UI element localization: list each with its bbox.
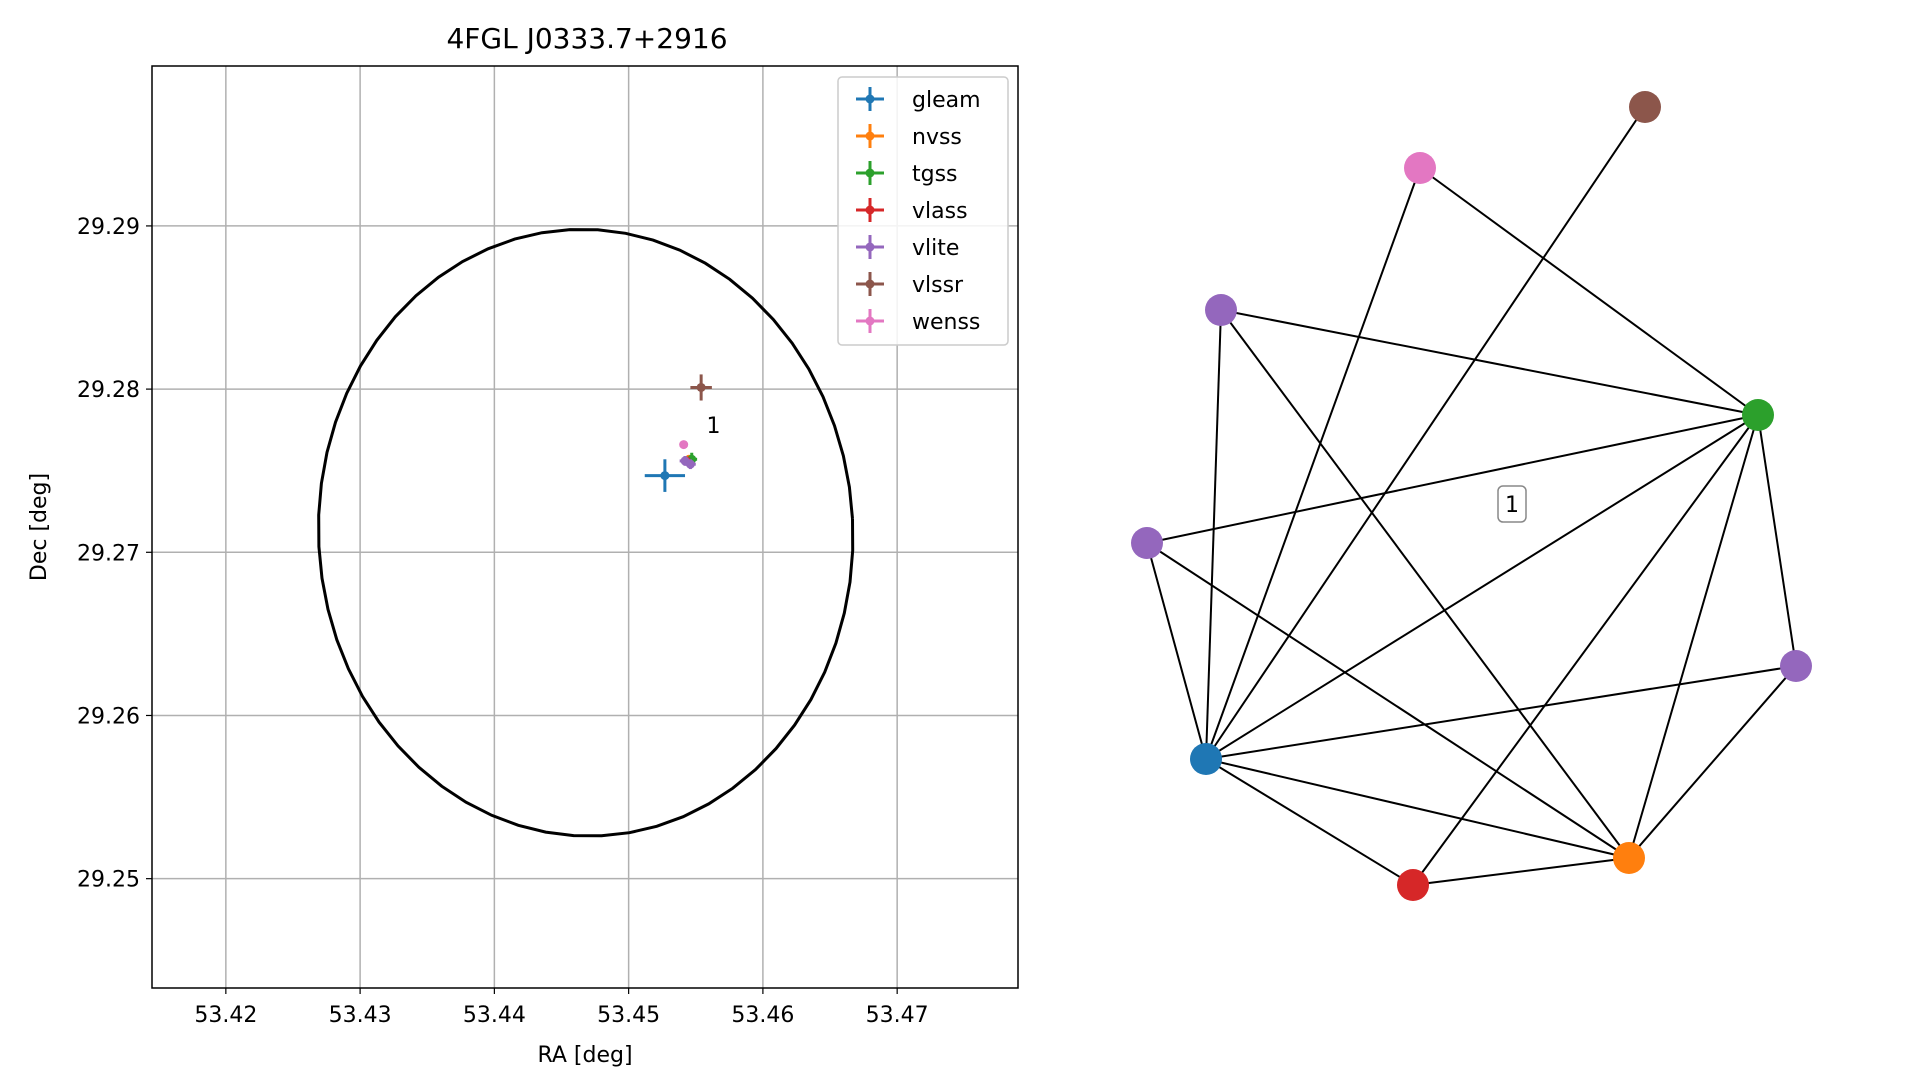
network-nodes [1131, 91, 1812, 901]
legend-label: vlass [912, 199, 968, 224]
data-point-vlssr [690, 374, 712, 401]
y-tick-label: 29.26 [77, 704, 140, 729]
legend-marker [865, 94, 875, 104]
network-edge [1146, 542, 1630, 859]
network-panel: 1 [1131, 91, 1812, 901]
legend-label: vlite [912, 236, 959, 261]
network-node-vlite_a [1205, 294, 1237, 326]
x-tick-label: 53.43 [329, 1003, 392, 1028]
marker [660, 471, 670, 481]
legend-entry-vlssr: vlssr [856, 272, 964, 298]
y-tick-label: 29.28 [77, 378, 140, 403]
marker [685, 459, 695, 469]
legend-entry-tgss: tgss [856, 161, 958, 187]
network-edge [1419, 167, 1759, 416]
x-tick-label: 53.44 [463, 1003, 526, 1028]
marker [679, 440, 689, 450]
network-node-vlssr [1629, 91, 1661, 123]
x-tick-label: 53.47 [866, 1003, 929, 1028]
legend: gleam nvss tgss vlass vlite vlssr wenss [837, 76, 1009, 346]
legend-label: nvss [912, 125, 962, 150]
network-edge [1220, 309, 1630, 859]
network-node-vlite_b [1131, 527, 1163, 559]
network-edge [1205, 414, 1759, 760]
y-tick-label: 29.29 [77, 215, 140, 240]
network-label: 1 [1505, 493, 1519, 518]
legend-entry-vlite: vlite [856, 235, 959, 261]
legend-marker [865, 279, 875, 289]
scatter-panel: 4FGL J0333.7+2916 1 53.42 53.43 53.44 53.45… [27, 22, 1019, 1068]
legend-marker [865, 316, 875, 326]
network-edge [1205, 758, 1630, 859]
legend-entry-nvss: nvss [856, 124, 962, 150]
network-edge [1205, 758, 1414, 886]
network-edge [1146, 414, 1759, 544]
network-label-box: 1 [1497, 485, 1527, 523]
network-edge [1757, 414, 1797, 667]
legend-label: vlssr [912, 273, 964, 298]
network-edge [1146, 542, 1207, 760]
x-axis-label: RA [deg] [537, 1043, 632, 1068]
network-edge [1205, 309, 1222, 760]
data-point-wenss [679, 440, 689, 450]
legend-marker [865, 205, 875, 215]
y-axis-label: Dec [deg] [27, 473, 52, 581]
legend-entry-vlass: vlass [856, 198, 968, 224]
data-point-vlite [685, 459, 696, 470]
network-edge [1412, 857, 1630, 886]
y-tick-label: 29.27 [77, 541, 140, 566]
network-node-nvss [1613, 842, 1645, 874]
network-edge [1628, 414, 1759, 859]
network-edge [1220, 309, 1759, 416]
network-node-wenss [1404, 152, 1436, 184]
localization-ellipse [317, 228, 855, 838]
network-node-vlite_c [1780, 650, 1812, 682]
network-node-gleam [1190, 743, 1222, 775]
marker [696, 382, 706, 392]
data-point-gleam [644, 459, 686, 492]
data-points [644, 374, 712, 492]
legend-entry-gleam: gleam [856, 87, 981, 113]
chart-title: 4FGL J0333.7+2916 [446, 22, 727, 55]
network-edge [1628, 665, 1797, 859]
legend-label: tgss [912, 162, 958, 187]
point-annotation: 1 [706, 414, 720, 439]
x-tick-label: 53.42 [194, 1003, 257, 1028]
ellipse-outline [317, 228, 855, 838]
x-tick-label: 53.45 [597, 1003, 660, 1028]
legend-box [837, 76, 1009, 346]
network-node-vlass [1397, 869, 1429, 901]
legend-label: wenss [912, 310, 980, 335]
x-tick-label: 53.46 [731, 1003, 794, 1028]
legend-marker [865, 131, 875, 141]
y-tick-label: 29.25 [77, 868, 140, 893]
legend-marker [865, 242, 875, 252]
network-edge [1205, 167, 1421, 760]
legend-marker [865, 168, 875, 178]
network-edge [1412, 414, 1759, 886]
network-edges [1146, 106, 1797, 886]
network-edge [1205, 665, 1797, 760]
y-tick-labels: 29.25 29.26 29.27 29.28 29.29 [77, 215, 152, 893]
plot-frame [151, 65, 1019, 989]
network-label-frame [1497, 485, 1527, 523]
legend-entry-wenss: wenss [856, 309, 980, 335]
legend-label: gleam [912, 88, 981, 113]
x-tick-labels: 53.42 53.43 53.44 53.45 53.46 53.47 [194, 988, 929, 1028]
network-edge [1205, 106, 1646, 760]
network-node-tgss [1742, 399, 1774, 431]
